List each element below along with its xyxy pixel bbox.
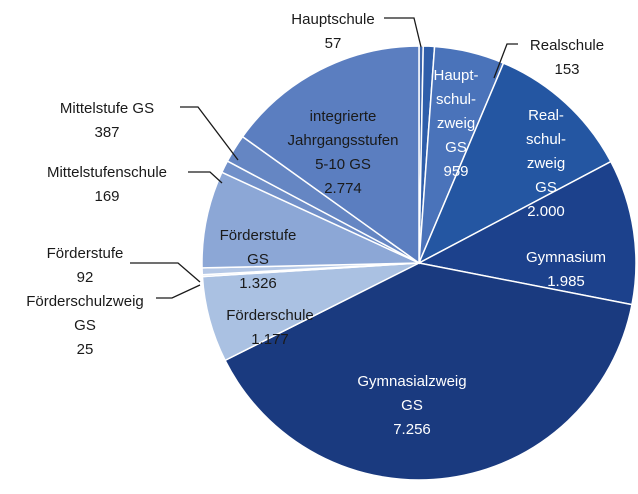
slice-label: Mittelstufe GS: [60, 100, 154, 117]
leader-line: [493, 43, 518, 79]
value-label: 2.774: [324, 180, 362, 197]
label-line: 5-10 GS: [315, 156, 371, 173]
label-line: Gymnasialzweig: [357, 373, 466, 390]
label-line: zweig: [437, 115, 475, 132]
pie-slice: [201, 171, 420, 269]
value-label: 1.177: [251, 331, 289, 348]
label-line: Förderschulzweig: [26, 293, 144, 310]
leader-line: [180, 106, 239, 161]
value-label: 1.985: [547, 273, 585, 290]
label-line: zweig: [527, 155, 565, 172]
pie-slice: [417, 62, 612, 265]
pie-slice: [224, 262, 633, 481]
value-label: 153: [554, 61, 579, 78]
slice-label: Haupt-schul-zweig GS: [433, 67, 478, 156]
slice-label: Hauptschule: [291, 11, 374, 28]
value-label: 2.000: [527, 203, 565, 220]
label-line: integrierte: [310, 108, 377, 125]
label-line: Jahrgangsstufen: [288, 132, 399, 149]
value-label: 1.326: [239, 275, 277, 292]
label-line: Förderstufe: [220, 227, 297, 244]
value-label: 959: [443, 163, 468, 180]
value-label: 7.256: [393, 421, 431, 438]
leader-line: [384, 17, 422, 48]
value-label: 25: [77, 341, 94, 358]
pie-slice: [241, 45, 420, 265]
slice-label: integrierte Jahrgangsstufen 5-10 GS: [288, 108, 399, 173]
slice-label: Förderstufe: [47, 245, 124, 262]
value-label: 169: [94, 188, 119, 205]
value-label: 57: [325, 35, 342, 52]
label-line: GS: [247, 251, 269, 268]
slice-label: Förderschulzweig GS: [26, 293, 144, 334]
slice-label: Förderstufe GS: [220, 227, 297, 268]
label-line: schul-: [436, 91, 476, 108]
slice-label: Mittelstufenschule: [47, 164, 167, 181]
label-line: GS: [535, 179, 557, 196]
value-label: 387: [94, 124, 119, 141]
label-line: schul-: [526, 131, 566, 148]
slice-label: Realschule: [530, 37, 604, 54]
label-line: GS: [445, 139, 467, 156]
leader-line: [188, 171, 223, 184]
pie-slice: [416, 160, 637, 306]
slice-label: Real-schul-zweig GS: [526, 107, 566, 196]
label-line: GS: [74, 317, 96, 334]
slice-label: Gymnasialzweig GS: [357, 373, 466, 414]
label-line: Haupt-: [433, 67, 478, 84]
label-line: GS: [401, 397, 423, 414]
slice-label: Gymnasium: [526, 249, 606, 266]
slice-label: Förderschule: [226, 307, 314, 324]
label-line: Real-: [528, 107, 564, 124]
value-label: 92: [77, 269, 94, 286]
leader-line: [156, 284, 201, 299]
leader-line: [130, 262, 201, 283]
